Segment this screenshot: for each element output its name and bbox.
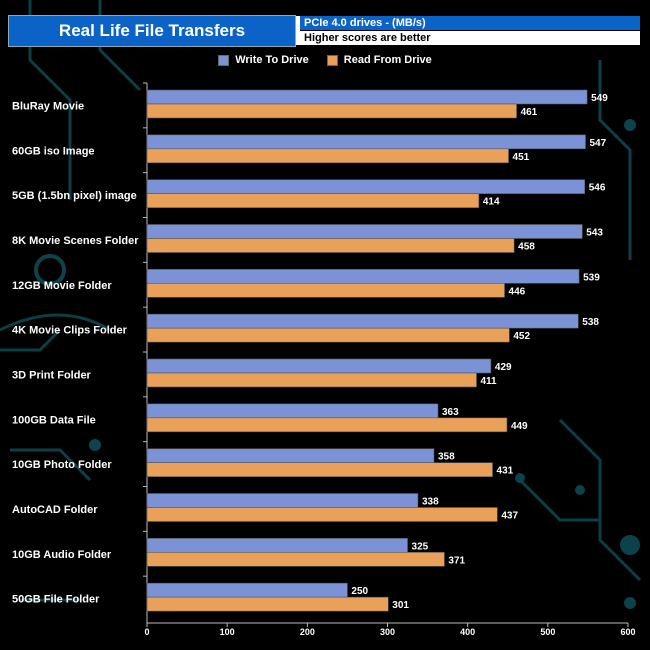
category-label: 4K Movie Clips Folder <box>12 325 128 337</box>
data-label-read: 449 <box>511 421 528 432</box>
data-label-read: 452 <box>513 331 530 342</box>
data-label-read: 301 <box>392 600 409 611</box>
legend-item-write: Write To Drive <box>218 54 309 66</box>
category-label: 5GB (1.5bn pixel) image <box>12 190 137 202</box>
x-tick-label: 100 <box>220 627 235 637</box>
data-label-read: 371 <box>448 555 465 566</box>
category-label: 100GB Data File <box>12 414 96 426</box>
x-tick-label: 0 <box>144 627 149 637</box>
data-label-write: 338 <box>422 497 439 508</box>
x-tick-label: 400 <box>460 627 475 637</box>
bar-read <box>146 372 477 388</box>
legend-swatch-read <box>326 54 338 66</box>
bar-read <box>146 327 510 343</box>
category-label: 12GB Movie Folder <box>12 280 112 292</box>
data-label-write: 549 <box>591 93 608 104</box>
data-label-read: 431 <box>497 466 514 477</box>
bar-write <box>146 493 419 508</box>
bar-write <box>146 403 439 419</box>
subtitle-divider <box>296 16 300 45</box>
x-tick-label: 600 <box>620 627 635 637</box>
data-label-write: 325 <box>412 541 429 552</box>
chart-note: Higher scores are better <box>300 31 640 45</box>
category-label: 3D Print Folder <box>12 369 92 381</box>
category-label: 8K Movie Scenes Folder <box>12 235 139 247</box>
bar-write <box>146 134 586 150</box>
data-label-write: 543 <box>586 228 603 239</box>
data-label-read: 437 <box>501 511 518 522</box>
x-tick-label: 500 <box>540 627 555 637</box>
bar-read <box>146 103 517 119</box>
bar-read <box>146 552 445 567</box>
legend-label-write: Write To Drive <box>235 54 309 66</box>
legend-label-read: Read From Drive <box>343 54 432 66</box>
bar-read <box>146 417 508 433</box>
data-label-write: 363 <box>442 407 459 418</box>
category-label: 10GB Audio Folder <box>12 549 112 561</box>
bar-write <box>146 269 580 284</box>
bar-read <box>146 238 515 253</box>
data-label-write: 358 <box>438 452 455 463</box>
bar-write <box>146 358 492 374</box>
category-label: BluRay Movie <box>12 100 84 112</box>
bar-write <box>146 538 408 553</box>
category-label: 50GB File Folder <box>12 594 100 606</box>
data-label-write: 429 <box>495 362 512 373</box>
data-label-read: 411 <box>480 376 497 387</box>
data-label-read: 451 <box>513 152 530 163</box>
data-label-write: 538 <box>582 317 599 328</box>
bar-read <box>146 507 498 522</box>
chart-title: Real Life File Transfers <box>8 15 296 47</box>
data-label-write: 250 <box>351 586 368 597</box>
data-label-read: 458 <box>518 242 535 253</box>
bar-write <box>146 179 586 194</box>
category-label: 60GB iso Image <box>12 145 95 157</box>
data-label-read: 461 <box>521 107 538 118</box>
x-tick-label: 300 <box>380 627 395 637</box>
data-label-read: 446 <box>509 286 526 297</box>
bar-write <box>146 224 583 239</box>
bar-read <box>146 148 509 164</box>
bar-read <box>146 462 493 477</box>
x-tick-label: 200 <box>300 627 315 637</box>
legend: Write To Drive Read From Drive <box>0 54 650 66</box>
legend-item-read: Read From Drive <box>326 54 432 66</box>
bar-write <box>146 89 588 105</box>
bar-write <box>146 448 435 463</box>
bar-read <box>146 283 505 298</box>
bar-write <box>146 582 348 598</box>
bar-read <box>146 596 389 612</box>
bar-write <box>146 313 579 329</box>
category-label: AutoCAD Folder <box>12 504 98 516</box>
data-label-write: 547 <box>590 138 607 149</box>
chart-subtitle: PCIe 4.0 drives - (MB/s) <box>300 16 640 30</box>
data-label-write: 539 <box>583 272 600 283</box>
legend-swatch-write <box>218 54 230 66</box>
data-label-read: 414 <box>483 197 500 208</box>
data-label-write: 546 <box>589 183 606 194</box>
category-label: 10GB Photo Folder <box>12 459 112 471</box>
bar-read <box>146 193 480 208</box>
